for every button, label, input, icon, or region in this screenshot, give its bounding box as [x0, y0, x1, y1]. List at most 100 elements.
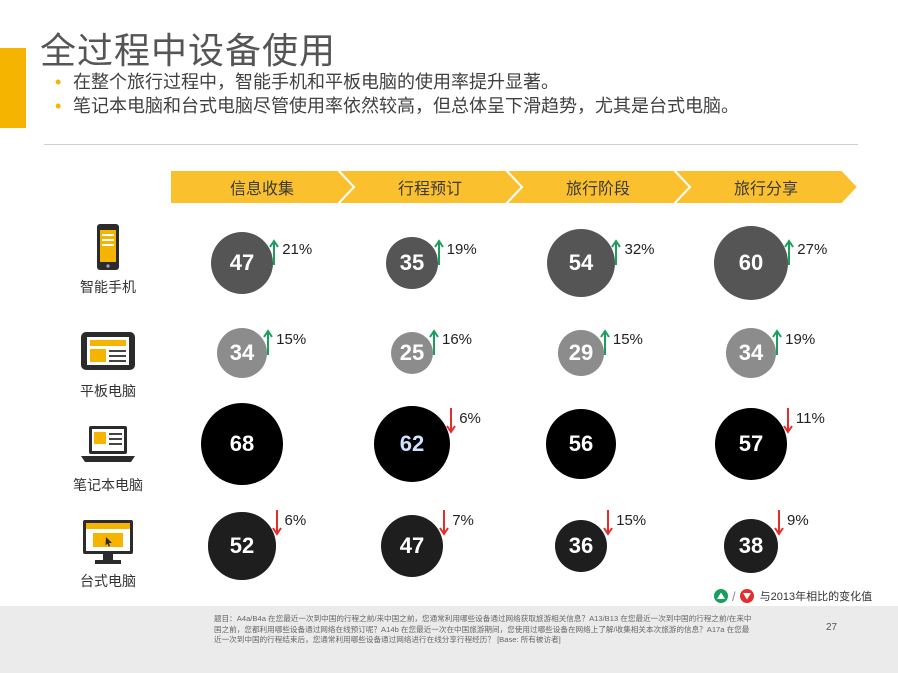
change-indicator: 6%	[271, 510, 307, 536]
value-circle: 54	[546, 228, 616, 298]
arrow-up-icon	[611, 239, 622, 265]
laptop-icon	[81, 426, 135, 462]
device-label: 平板电脑	[80, 383, 136, 399]
change-indicator: 19%	[772, 329, 815, 355]
change-indicator: 15%	[603, 510, 646, 536]
change-indicator: 27%	[784, 239, 827, 265]
down-triangle-glyph	[742, 593, 751, 600]
arrow-up-icon	[784, 239, 795, 265]
legend: / 与2013年相比的变化值	[714, 588, 872, 604]
bullet-item: • 笔记本电脑和台式电脑尽管使用率依然较高，但总体呈下滑趋势，尤其是台式电脑。	[55, 94, 815, 118]
chevron-shape	[338, 170, 522, 204]
bullet-item: • 在整个旅行过程中，智能手机和平板电脑的使用率提升显著。	[55, 70, 815, 94]
arrow-down-icon	[603, 510, 613, 536]
change-value: 15%	[616, 512, 647, 529]
stage-2: 行程预订	[338, 170, 522, 204]
value-circle: 34	[725, 327, 777, 379]
change-indicator: 6%	[446, 408, 481, 434]
change-value: 15%	[612, 331, 643, 348]
page-number: 27	[826, 622, 838, 633]
tablet-icon	[81, 332, 135, 370]
stage-label: 旅行阶段	[565, 181, 630, 198]
footer-band	[0, 606, 898, 673]
stage-chevrons: 信息收集 行程预订 旅行阶段 旅行分享	[170, 170, 858, 204]
legend-text: 与2013年相比的变化值	[759, 591, 873, 603]
change-value: 19%	[785, 331, 816, 348]
value-circle: 57	[715, 408, 787, 480]
accent-bar	[0, 48, 26, 128]
change-value: 6%	[284, 512, 307, 529]
change-indicator: 32%	[611, 239, 655, 265]
change-indicator: 7%	[439, 510, 474, 536]
chevron-shape	[674, 170, 858, 204]
smartphone-icon	[97, 224, 119, 270]
value-circle: 47	[380, 514, 444, 578]
value-circle: 34	[216, 327, 268, 379]
value-circle: 60	[713, 225, 789, 301]
change-indicator: 9%	[774, 510, 809, 536]
arrow-up-icon	[269, 239, 280, 265]
arrow-up-icon	[263, 329, 274, 355]
change-value: 16%	[442, 331, 473, 348]
stage-label: 行程预订	[397, 181, 462, 198]
page-title: 全过程中设备使用	[40, 30, 337, 71]
desktop-icon	[83, 520, 133, 564]
value-circle: 68	[201, 403, 283, 485]
bullet-text: 在整个旅行过程中，智能手机和平板电脑的使用率提升显著。	[73, 72, 559, 92]
device-label: 笔记本电脑	[73, 477, 143, 493]
value-circle: 25	[391, 332, 433, 374]
up-triangle-glyph	[717, 592, 725, 599]
arrow-up-icon	[600, 329, 610, 355]
value-circle: 56	[545, 408, 617, 480]
change-indicator: 15%	[600, 329, 643, 355]
device-laptop: 笔记本电脑	[48, 420, 168, 495]
device-desktop: 台式电脑	[48, 516, 168, 591]
change-indicator: 19%	[433, 239, 477, 265]
footnote: 题目：A4a/B4a 在您最近一次到中国的行程之前/来中国之前，您通常利用哪些设…	[214, 614, 752, 644]
change-value: 11%	[795, 410, 825, 427]
title-divider	[44, 144, 858, 145]
chevron-shape	[506, 170, 690, 204]
change-indicator: 15%	[263, 329, 306, 355]
change-value: 21%	[282, 241, 313, 258]
value-circle: 36	[554, 519, 608, 573]
arrow-up-icon	[433, 239, 444, 265]
change-indicator: 16%	[429, 329, 472, 355]
device-label: 台式电脑	[80, 573, 136, 589]
bullet-dot-icon: •	[55, 96, 62, 116]
device-smartphone: 智能手机	[48, 222, 168, 297]
change-value: 7%	[452, 512, 474, 529]
stage-3: 旅行阶段	[506, 170, 690, 204]
value-circle: 35	[386, 237, 438, 289]
arrow-down-icon	[783, 408, 793, 434]
up-triangle-icon	[714, 589, 728, 603]
value-circle: 47	[210, 231, 274, 295]
arrow-down-icon	[774, 510, 784, 536]
stage-label: 信息收集	[229, 181, 294, 198]
stage-label: 旅行分享	[733, 181, 798, 198]
stage-1: 信息收集	[170, 170, 354, 204]
value-circle: 29	[558, 330, 604, 376]
change-indicator: 11%	[783, 408, 825, 434]
bullet-dot-icon: •	[55, 72, 62, 92]
arrow-up-icon	[772, 329, 783, 355]
change-value: 32%	[624, 241, 655, 258]
change-value: 15%	[276, 331, 307, 348]
value-circle: 38	[723, 518, 779, 574]
change-value: 27%	[797, 241, 828, 258]
bullet-list: • 在整个旅行过程中，智能手机和平板电脑的使用率提升显著。 • 笔记本电脑和台式…	[55, 70, 815, 118]
down-triangle-icon	[739, 589, 754, 603]
change-indicator: 21%	[269, 239, 312, 265]
arrow-down-icon	[439, 510, 450, 536]
arrow-down-icon	[446, 408, 457, 434]
change-value: 9%	[787, 512, 809, 529]
bullet-text: 笔记本电脑和台式电脑尽管使用率依然较高，但总体呈下滑趋势，尤其是台式电脑。	[73, 96, 739, 116]
change-value: 19%	[446, 241, 477, 258]
device-label: 智能手机	[80, 279, 136, 295]
change-value: 6%	[459, 410, 481, 427]
stage-4: 旅行分享	[674, 170, 858, 204]
legend-slash: /	[732, 588, 736, 604]
value-circle: 62	[373, 405, 451, 483]
arrow-up-icon	[429, 329, 439, 355]
value-circle: 52	[208, 512, 276, 580]
